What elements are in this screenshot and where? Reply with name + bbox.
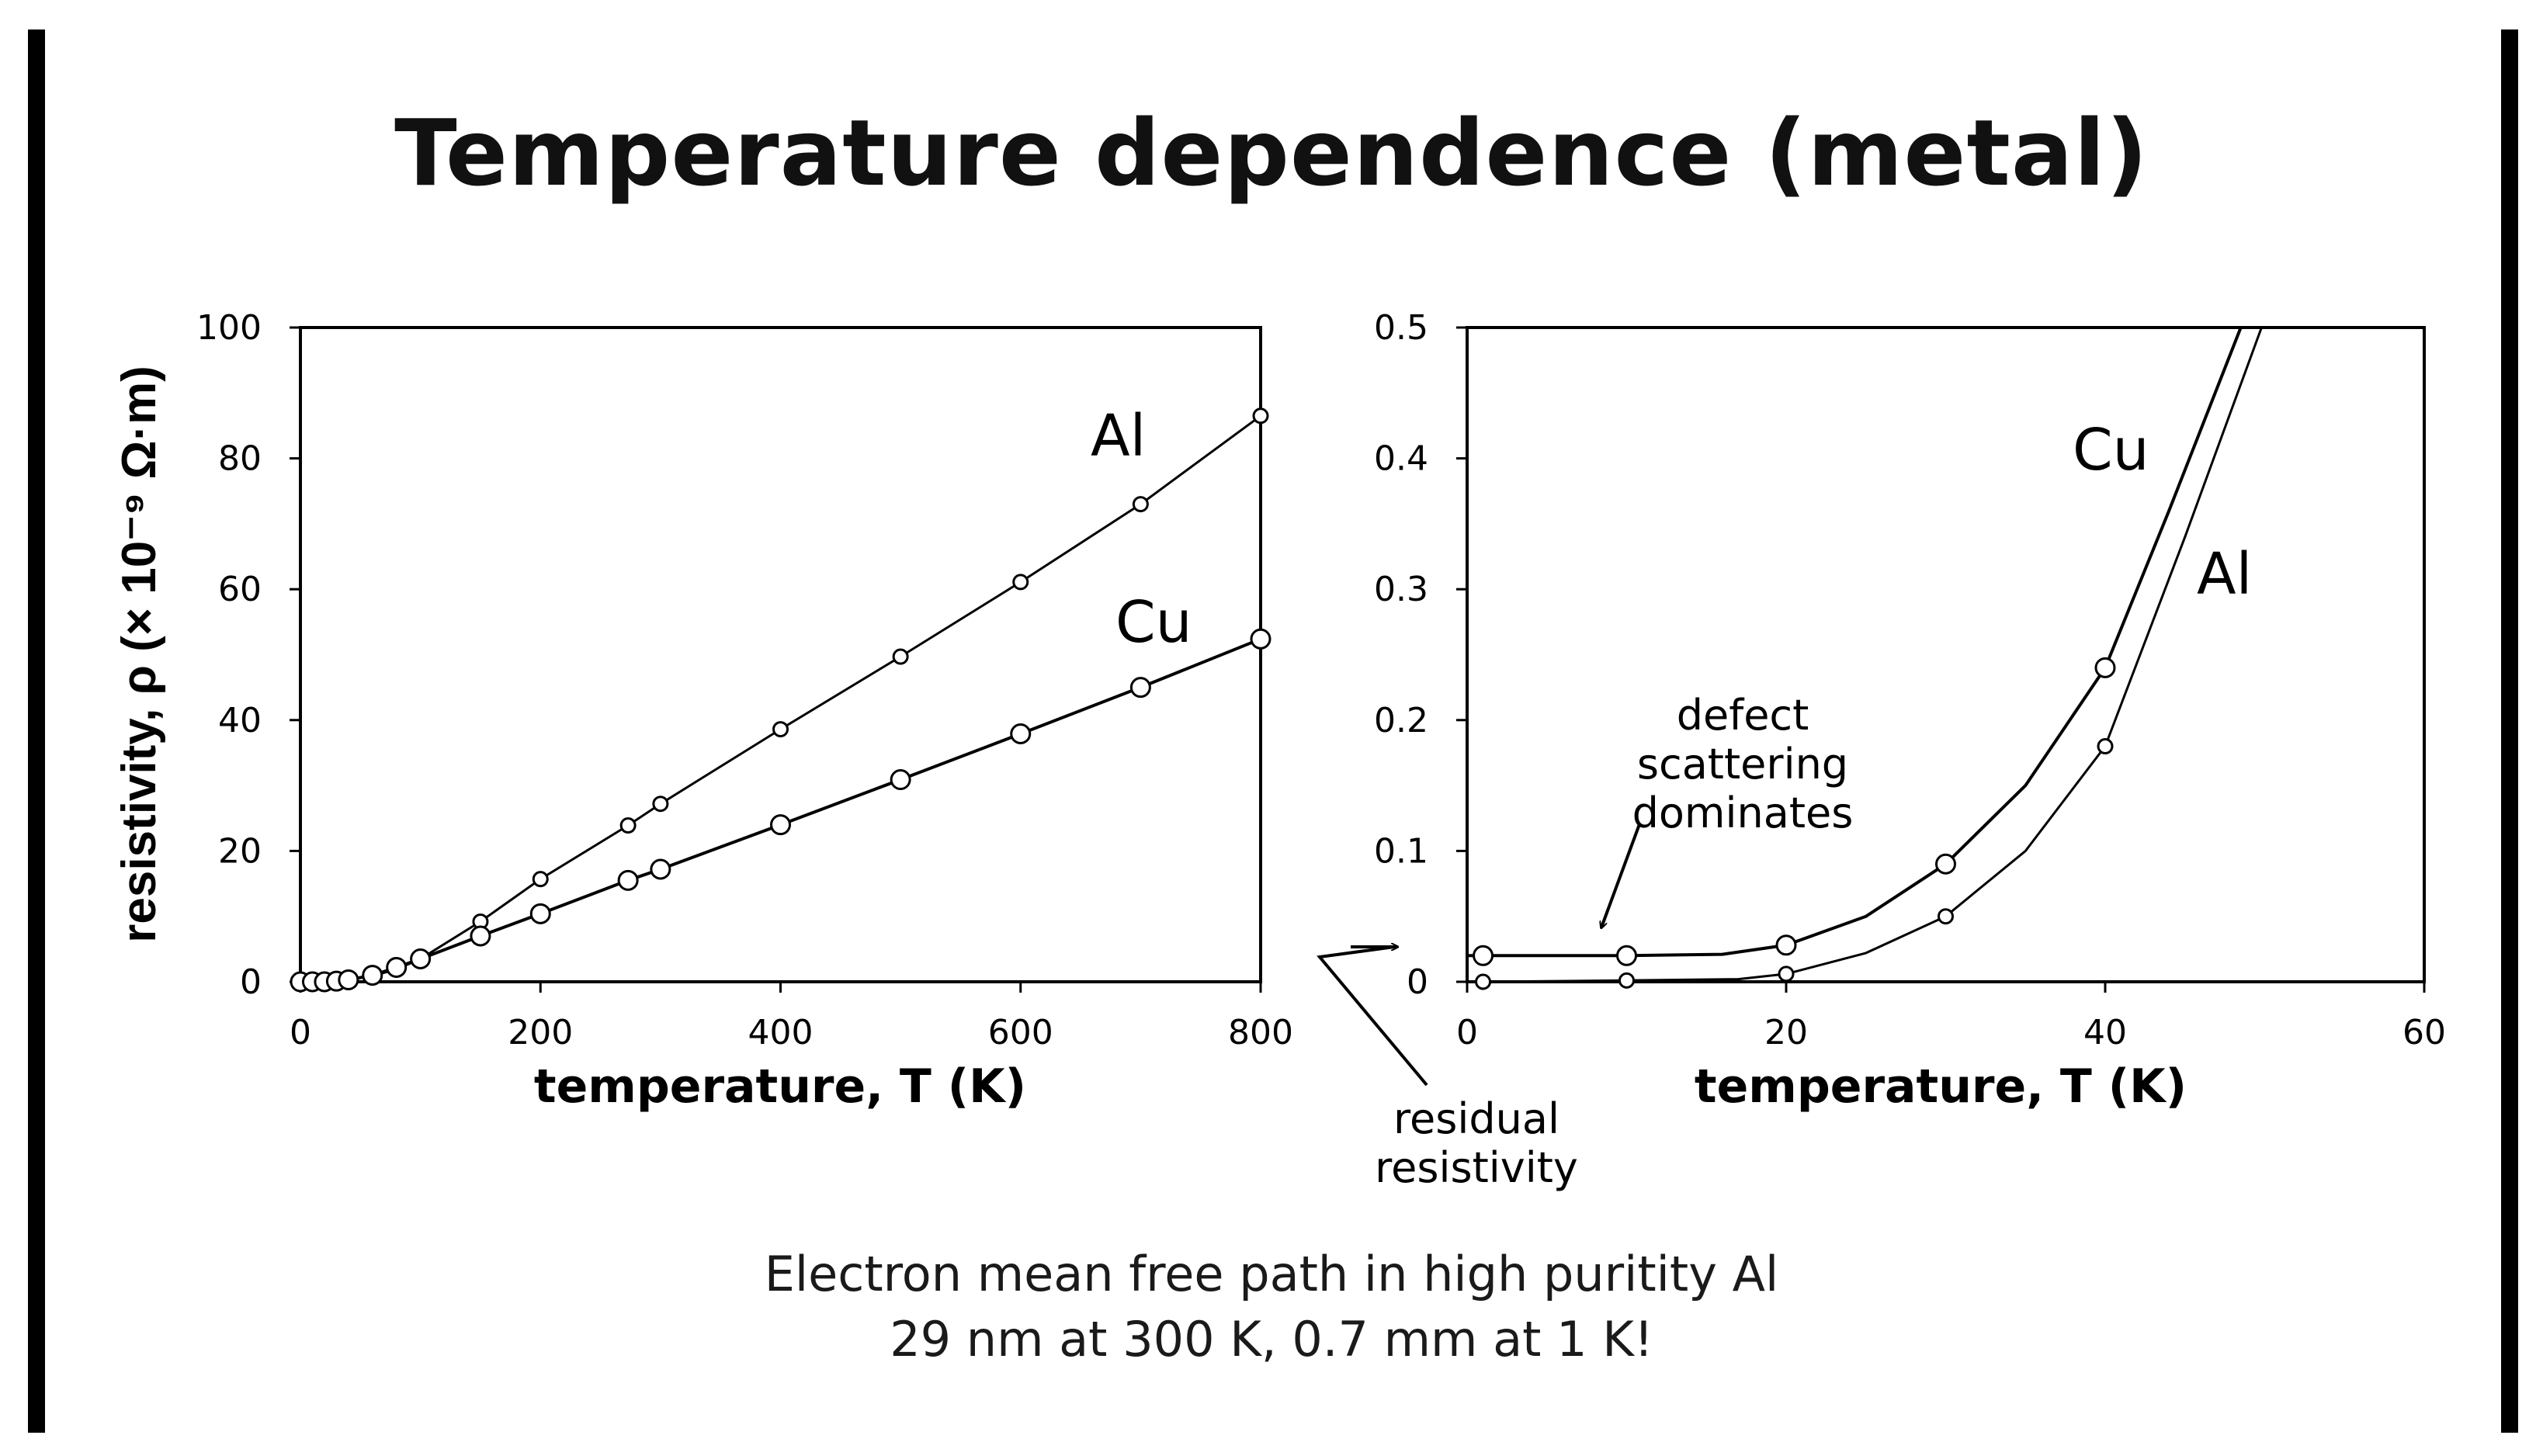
slide-caption: Electron mean free path in high puritity… [0, 1242, 2543, 1372]
data-point-cu [1935, 853, 1956, 875]
data-point-cu [362, 965, 383, 986]
y-tick-label: 0.2 [1374, 701, 1428, 740]
series-line-al-right [1467, 327, 2263, 983]
annotation-residual-connector [1317, 945, 1428, 1087]
y-tick-label: 0.1 [1374, 831, 1428, 871]
x-tick-label: 60 [2402, 1013, 2446, 1052]
data-point-al [2097, 738, 2114, 755]
series-label-cu-left: Cu [1115, 589, 1192, 656]
y-tick-label: 0.5 [1374, 308, 1428, 348]
annotation-residual-resistivity: residual resistivity [1317, 945, 1578, 1192]
x-tick-label: 20 [1764, 1013, 1808, 1052]
annotation-defect-line2: scattering [1637, 740, 1848, 789]
slide-title: Temperature dependence (metal) [394, 99, 2149, 206]
data-point-cu [1129, 677, 1151, 699]
data-point-al [892, 648, 909, 665]
data-point-cu [1250, 628, 1272, 650]
annotation-residual-line1: residual [1393, 1094, 1559, 1143]
data-point-cu [338, 969, 359, 990]
data-point-cu [1616, 945, 1637, 966]
x-tick-label: 40 [2083, 1013, 2127, 1052]
series-line-cu-left [300, 637, 1261, 983]
chart-left: 0 200 400 600 800 0 20 40 60 80 100 temperature, T… [113, 308, 1293, 1114]
series-label-al-right: Al [2197, 541, 2252, 608]
data-point-cu [529, 903, 551, 924]
y-tick-label: 0.4 [1374, 439, 1428, 479]
chart-left-ticks: 0 200 400 600 800 0 20 40 60 80 100 [196, 308, 1293, 1052]
series-line-cu-right [1467, 327, 2243, 958]
data-point-cu [890, 769, 911, 791]
data-point-al [652, 796, 669, 813]
annotation-defect-arrow [1601, 823, 1641, 927]
x-tick-label: 600 [988, 1013, 1053, 1052]
data-point-cu [1775, 934, 1797, 956]
x-tick-label: 800 [1228, 1013, 1293, 1052]
annotation-defect-line1: defect [1677, 691, 1809, 740]
data-point-al [772, 721, 789, 738]
x-tick-label: 0 [290, 1013, 311, 1052]
data-point-al [1475, 973, 1492, 990]
data-point-cu [470, 925, 491, 947]
y-tick-label: 0.3 [1374, 570, 1428, 609]
chart-right-ticks: 0 20 40 60 0 0.1 0.2 0.3 0.4 0.5 [1374, 308, 2446, 1052]
x-tick-label: 200 [508, 1013, 573, 1052]
data-point-al [1938, 908, 1954, 925]
chart-left-x-axis-label: temperature, T (K) [534, 1059, 1026, 1114]
chart-right-x-axis-label: temperature, T (K) [1695, 1059, 2187, 1114]
chart-left-series [290, 407, 1272, 993]
y-tick-label: 80 [218, 439, 262, 479]
caption-line-2: 29 nm at 300 K, 0.7 mm at 1 K! [890, 1311, 1653, 1368]
x-tick-label: 0 [1456, 1013, 1478, 1052]
annotation-defect-line3: dominates [1632, 789, 1854, 837]
chart-left-y-axis-label: resistivity, ρ (× 10⁻⁹ Ω·m) [113, 366, 166, 943]
data-point-cu [2094, 657, 2116, 678]
data-point-cu [410, 948, 432, 969]
annotation-residual-line2: resistivity [1375, 1143, 1578, 1192]
right-border-bar [2501, 29, 2518, 1433]
y-tick-label: 20 [218, 831, 262, 871]
data-point-al [1618, 972, 1635, 989]
series-label-cu-right: Cu [2073, 417, 2149, 484]
y-tick-label: 0 [1407, 962, 1428, 1002]
data-point-cu [1010, 723, 1032, 745]
data-point-al [619, 817, 637, 834]
data-point-cu [386, 956, 408, 978]
annotation-defect-scattering: defect scattering dominates [1601, 691, 1853, 927]
data-point-cu [1473, 945, 1494, 966]
left-border-bar [28, 29, 45, 1433]
series-label-al-left: Al [1091, 403, 1146, 470]
y-tick-label: 40 [218, 701, 262, 740]
data-point-cu [770, 814, 791, 836]
chart-right-frame [1466, 326, 2426, 983]
y-tick-label: 60 [218, 570, 262, 609]
data-point-al [1252, 407, 1269, 425]
y-tick-label: 100 [196, 308, 262, 348]
data-point-al [1132, 496, 1149, 513]
data-point-al [1778, 965, 1795, 983]
series-line-al-left [300, 414, 1261, 983]
data-point-cu [650, 858, 671, 880]
chart-right-series [1467, 327, 2263, 990]
y-tick-label: 0 [240, 962, 262, 1002]
chart-right: 0 20 40 60 0 0.1 0.2 0.3 0.4 0.5 temperature, T (… [1374, 308, 2446, 1114]
data-point-cu [617, 869, 639, 891]
caption-line-1: Electron mean free path in high puritity… [764, 1246, 1779, 1302]
data-point-al [1012, 574, 1029, 591]
data-point-al [532, 871, 549, 888]
x-tick-label: 400 [748, 1013, 814, 1052]
